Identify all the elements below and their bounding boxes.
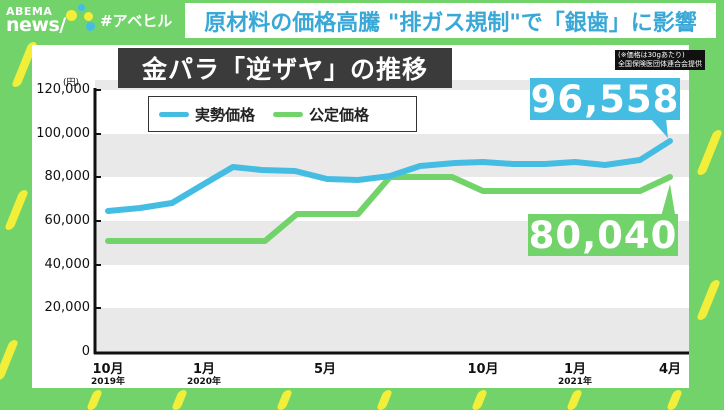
y-tick-label: 40,000 — [44, 257, 91, 272]
actual-price-value: 96,558 — [530, 77, 680, 121]
logo-abema-text: ABEMA — [6, 5, 53, 18]
source-note: (※価格は30gあたり) 全国保険医団体連合会提供 — [615, 50, 705, 70]
chart-legend: 実勢価格 公定価格 — [148, 96, 417, 132]
official-price-value: 80,040 — [528, 213, 678, 257]
y-axis-unit: (円) — [63, 78, 80, 88]
program-hashtag: #アベヒル — [100, 12, 173, 30]
logo-dot-icon — [66, 10, 77, 21]
grid-band — [95, 134, 689, 177]
actual-price-callout: 96,558 — [530, 77, 680, 121]
official-legend-swatch — [273, 111, 304, 117]
abema-news-logo: ABEMA news/ — [6, 4, 98, 38]
headline-text: 原材料の価格高騰 "排ガス規制"で「銀歯」に影響 — [204, 10, 697, 36]
source-note-line2: 全国保険医団体連合会提供 — [618, 60, 702, 68]
x-tick-label: 1月 — [563, 362, 587, 377]
x-tick-label: 10月 — [92, 362, 124, 377]
legend-actual-label: 実勢価格 — [195, 105, 256, 124]
logo-dot-icon — [78, 4, 85, 11]
y-tick-label: 0 — [81, 344, 90, 359]
y-tick-label: 120,000 — [36, 82, 90, 97]
chart-title-box: 金パラ「逆ザヤ」の推移 — [118, 48, 452, 88]
logo-news-text: news/ — [6, 14, 66, 36]
x-tick-year: 2020年 — [186, 377, 222, 387]
logo-dot-icon — [86, 22, 95, 31]
actual-legend-swatch — [159, 111, 189, 117]
chart-title: 金パラ「逆ザヤ」の推移 — [141, 55, 428, 84]
x-tick-label: 1月 — [192, 362, 216, 377]
x-tick-year: 2021年 — [557, 377, 593, 387]
official-callout-pointer — [660, 184, 676, 220]
x-tick-label: 4月 — [658, 362, 682, 377]
source-note-line1: (※価格は30gあたり) — [618, 51, 685, 59]
x-tick-year: 2019年 — [90, 377, 126, 387]
x-tick-label: 5月 — [313, 362, 337, 377]
x-tick-label: 10月 — [467, 362, 499, 377]
y-tick-label: 60,000 — [44, 213, 91, 228]
y-ticks — [95, 89, 101, 309]
official-price-callout: 80,040 — [528, 213, 678, 257]
headline-banner: 原材料の価格高騰 "排ガス規制"で「銀歯」に影響 — [185, 3, 716, 38]
grid-band — [95, 308, 689, 352]
y-tick-label: 100,000 — [36, 126, 90, 141]
logo-dot-icon — [84, 12, 93, 21]
legend-official-label: 公定価格 — [309, 105, 370, 124]
actual-callout-pointer — [650, 118, 668, 138]
actual-price-line — [105, 138, 673, 214]
y-tick-label: 20,000 — [44, 300, 91, 315]
y-tick-label: 80,000 — [44, 169, 91, 184]
